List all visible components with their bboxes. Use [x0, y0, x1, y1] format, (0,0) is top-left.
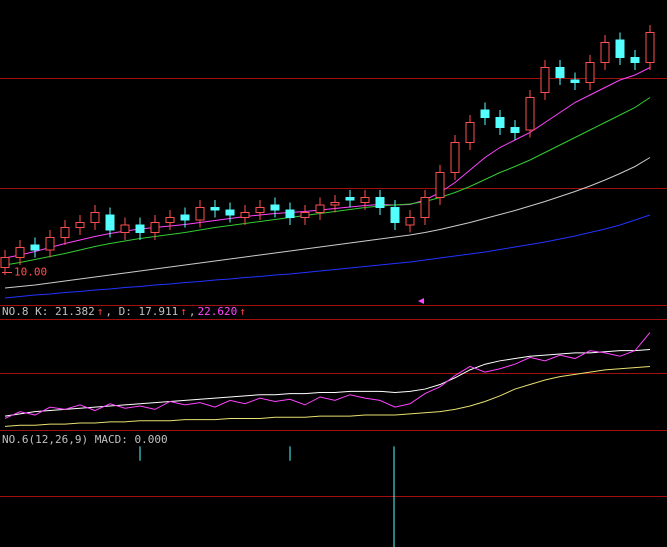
- candle-body: [180, 214, 190, 221]
- candle-body: [135, 224, 145, 233]
- panel-title: NO.8 K: 21.382: [2, 305, 95, 318]
- panel-title: ↑: [97, 305, 104, 318]
- candle-body: [75, 222, 85, 228]
- candle-body: [285, 209, 295, 218]
- candle-body: [165, 217, 175, 223]
- candle-body: [600, 42, 610, 63]
- candle-body: [360, 197, 370, 203]
- panel-title: ,: [189, 305, 196, 318]
- candle-body: [15, 247, 25, 258]
- line-series: [4, 332, 651, 419]
- line-series: [4, 97, 651, 266]
- candle-body: [105, 214, 115, 231]
- candle-body: [525, 97, 535, 131]
- candle-body: [435, 172, 445, 198]
- panel-title: 22.620: [197, 305, 237, 318]
- candle-body: [585, 62, 595, 83]
- panel-title: , D: 17.911: [105, 305, 178, 318]
- candle-body: [30, 244, 40, 251]
- candle-body: [240, 212, 250, 218]
- candle-body: [315, 204, 325, 213]
- panel-frame: [0, 78, 667, 497]
- candle-body: [0, 257, 10, 268]
- candle-body: [90, 212, 100, 223]
- candle-body: [390, 207, 400, 223]
- line-series: [4, 214, 651, 299]
- candle-body: [150, 222, 160, 233]
- candle-body: [195, 207, 205, 221]
- candle-body: [510, 127, 520, 133]
- panel-title: ↑: [180, 305, 187, 318]
- cursor-arrow: [418, 298, 424, 304]
- candle-body: [210, 207, 220, 211]
- candle-body: [300, 212, 310, 218]
- line-series: [4, 365, 651, 427]
- candle-body: [120, 224, 130, 233]
- candle-body: [495, 117, 505, 128]
- candle-body: [60, 227, 70, 238]
- candle-body: [420, 197, 430, 218]
- panel-title: ↑: [239, 305, 246, 318]
- candle-body: [375, 197, 385, 208]
- candle-body: [45, 237, 55, 251]
- candle-body: [570, 79, 580, 83]
- candle-body: [645, 32, 655, 63]
- line-series: [4, 157, 651, 289]
- candle-body: [450, 142, 460, 173]
- candle-body: [225, 209, 235, 216]
- candle-body: [480, 109, 490, 118]
- candle-body: [630, 57, 640, 63]
- candle-body: [615, 39, 625, 58]
- candle-body: [330, 202, 340, 206]
- line-series: [4, 349, 651, 417]
- line-series: [4, 67, 651, 259]
- candle-body: [540, 67, 550, 93]
- candle-body: [345, 197, 355, 201]
- price-marker-label: 10.00: [14, 266, 47, 279]
- candle-body: [405, 217, 415, 226]
- candle-body: [555, 67, 565, 78]
- candle-body: [270, 204, 280, 211]
- panel-title: NO.6(12,26,9) MACD: 0.000: [2, 433, 168, 446]
- candle-body: [255, 207, 265, 213]
- candle-body: [465, 122, 475, 143]
